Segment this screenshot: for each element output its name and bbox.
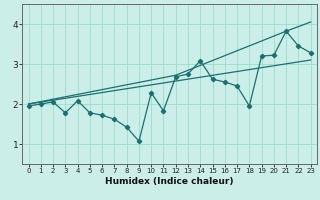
X-axis label: Humidex (Indice chaleur): Humidex (Indice chaleur): [105, 177, 234, 186]
